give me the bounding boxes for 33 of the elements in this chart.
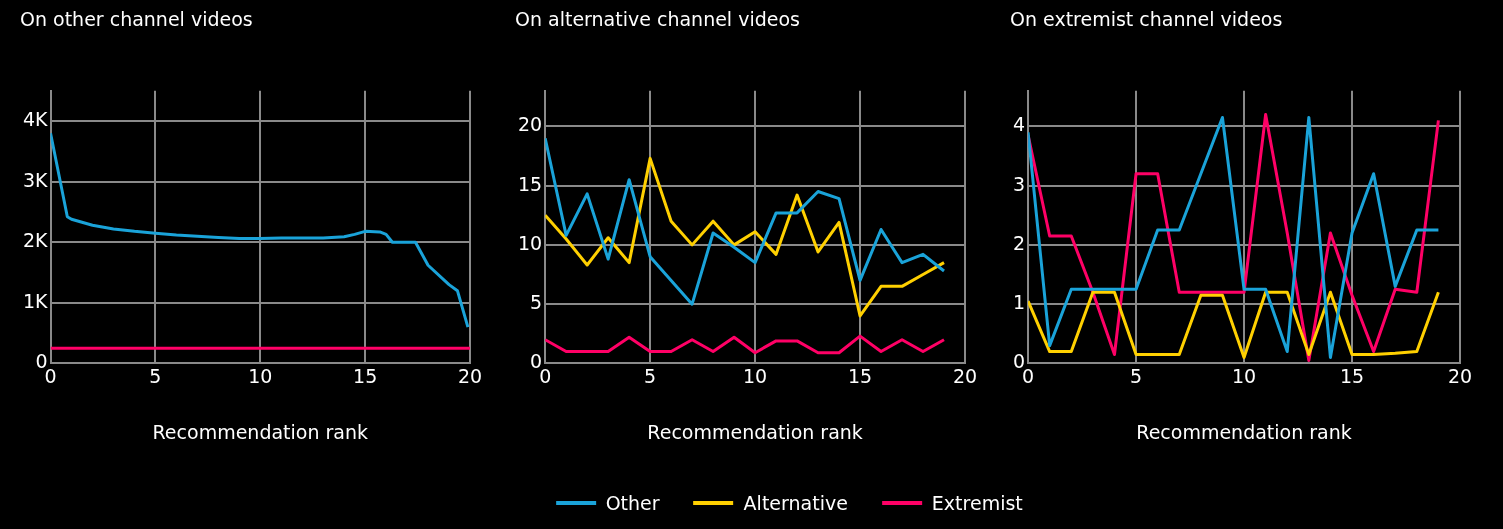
chart-title: On other channel videos [20, 8, 253, 31]
y-tick-label: 1K [22, 289, 49, 312]
y-tick-label: 10 [517, 231, 543, 254]
y-tick-label: 1 [1012, 291, 1026, 314]
y-tick-label: 3 [1012, 172, 1026, 195]
x-tick-label: 15 [847, 364, 873, 387]
y-tick-label: 2K [22, 229, 49, 252]
x-tick-label: 20 [1447, 364, 1473, 387]
x-tick-label: 20 [952, 364, 978, 387]
y-tick-label: 15 [517, 172, 543, 195]
y-tick-label: 20 [517, 113, 543, 136]
x-tick-label: 5 [149, 364, 162, 387]
x-tick-label: 10 [1231, 364, 1257, 387]
x-tick-label: 15 [353, 364, 378, 387]
x-axis-title: Recommendation rank [647, 420, 863, 443]
chart-title: On extremist channel videos [1010, 8, 1283, 31]
x-tick-label: 10 [248, 364, 273, 387]
x-tick-label: 5 [1130, 364, 1143, 387]
legend-label: Alternative [743, 492, 848, 514]
x-axis-title: Recommendation rank [1136, 420, 1352, 443]
y-tick-label: 3K [22, 168, 49, 191]
x-tick-label: 10 [742, 364, 768, 387]
legend-label: Extremist [931, 492, 1023, 514]
y-tick-label: 2 [1012, 231, 1026, 254]
x-tick-label: 5 [644, 364, 657, 387]
y-tick-label: 4 [1012, 113, 1026, 136]
x-axis-title: Recommendation rank [152, 420, 369, 443]
y-tick-label: 5 [530, 291, 543, 314]
legend-label: Other [605, 492, 660, 514]
y-tick-label: 4K [22, 108, 49, 131]
chart-title: On alternative channel videos [515, 8, 800, 31]
x-tick-label: 15 [1339, 364, 1365, 387]
x-tick-label: 20 [457, 364, 483, 387]
